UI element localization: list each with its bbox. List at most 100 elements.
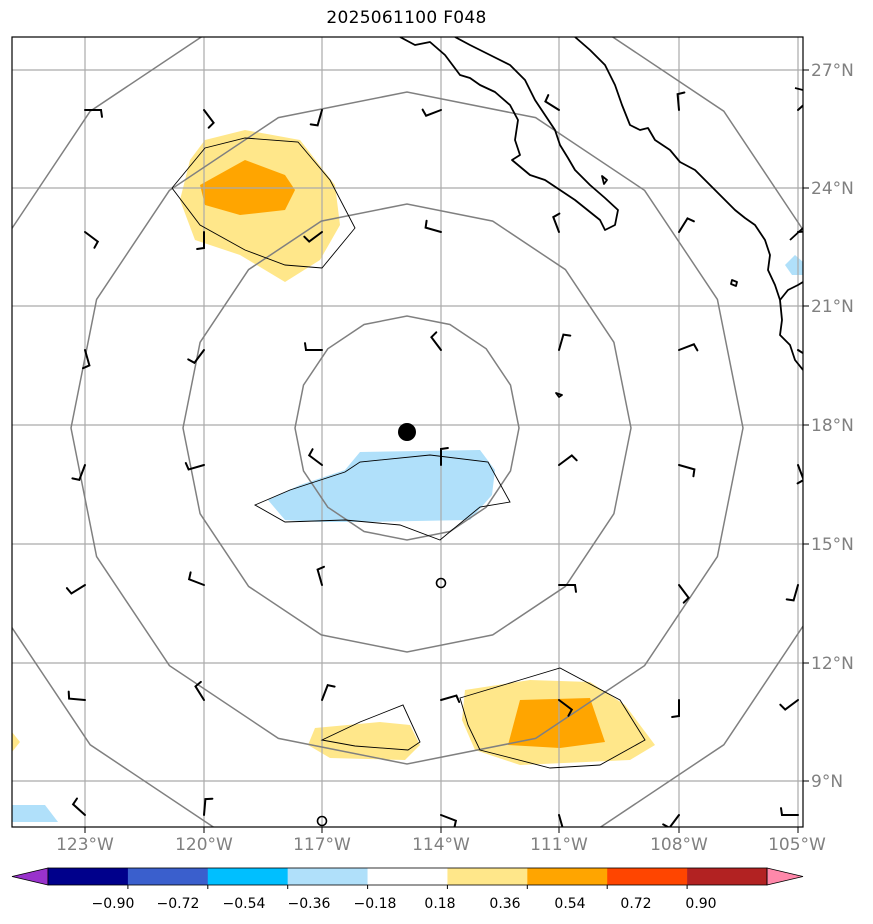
wind-barb bbox=[84, 231, 100, 249]
axis-ticks bbox=[84, 69, 809, 833]
wind-barb bbox=[309, 109, 323, 127]
map-panel bbox=[12, 37, 803, 827]
wind-barb bbox=[203, 797, 214, 816]
contour-outlines bbox=[171, 137, 646, 769]
wind-barb bbox=[779, 699, 799, 711]
wind-barb bbox=[71, 797, 86, 816]
contour-line bbox=[253, 454, 511, 541]
colorbar-segment bbox=[287, 868, 368, 885]
wind-barb bbox=[430, 331, 442, 351]
lat-tick-label: 9°N bbox=[811, 772, 843, 792]
lat-tick-label: 18°N bbox=[811, 416, 854, 436]
wind-barb bbox=[678, 217, 695, 233]
range-ring bbox=[294, 315, 520, 541]
wind-barb bbox=[678, 343, 699, 352]
colorbar-segment bbox=[447, 868, 528, 885]
shaded-field-layer bbox=[12, 130, 803, 822]
wind-barb bbox=[424, 219, 442, 233]
strong-positive-anomaly-area bbox=[508, 698, 605, 748]
wind-barb bbox=[196, 231, 205, 250]
lon-tick-label: 111°W bbox=[530, 835, 588, 855]
colorbar-tick-label: 0.72 bbox=[620, 896, 651, 912]
contour-line bbox=[171, 137, 356, 269]
colorbar-extend-low bbox=[11, 867, 49, 886]
colorbar-tick-label: −0.90 bbox=[92, 896, 135, 912]
colorbar bbox=[11, 867, 804, 889]
colorbar-labels: −0.90 −0.72 −0.54 −0.36 −0.18 0.18 0.36 … bbox=[92, 896, 717, 912]
negative-anomaly-area bbox=[268, 450, 495, 522]
wind-barb bbox=[676, 91, 686, 111]
lat-tick-label: 21°N bbox=[811, 297, 854, 317]
contour-line bbox=[320, 704, 421, 751]
mainland-mexico-coast bbox=[574, 37, 803, 371]
lat-tick-label: 15°N bbox=[811, 535, 854, 555]
calm-wind-marker bbox=[435, 577, 447, 589]
wind-barb bbox=[303, 231, 323, 243]
island bbox=[555, 392, 563, 398]
wind-barb bbox=[678, 464, 696, 478]
range-ring bbox=[182, 203, 632, 653]
coast-inlet bbox=[779, 281, 803, 301]
coast-fragment bbox=[794, 87, 803, 91]
lat-tick-label: 27°N bbox=[811, 61, 854, 81]
wind-barbs bbox=[65, 91, 803, 827]
wind-barb bbox=[797, 349, 803, 355]
wind-barb bbox=[307, 448, 323, 466]
negative-anomaly-area bbox=[785, 255, 803, 275]
island bbox=[730, 279, 738, 287]
wind-barb bbox=[797, 230, 803, 233]
wind-barb bbox=[558, 699, 574, 717]
colorbar-tick-label: −0.36 bbox=[288, 896, 331, 912]
colorbar-segment bbox=[367, 868, 448, 885]
lon-tick-label: 105°W bbox=[768, 835, 826, 855]
wind-barb bbox=[780, 807, 799, 816]
wind-barb bbox=[187, 349, 205, 365]
colorbar-tick-label: −0.18 bbox=[354, 896, 397, 912]
lon-tick-label: 117°W bbox=[293, 835, 351, 855]
colorbar-segment bbox=[48, 868, 129, 885]
lon-tick-label: 120°W bbox=[175, 835, 233, 855]
colorbar-tick-label: −0.54 bbox=[223, 896, 266, 912]
wind-barb bbox=[421, 108, 442, 117]
wind-barb bbox=[785, 584, 799, 602]
wind-barb bbox=[203, 109, 215, 129]
colorbar-outline bbox=[47, 867, 768, 886]
lon-tick-label: 108°W bbox=[650, 835, 708, 855]
wind-barb bbox=[184, 462, 205, 471]
wind-barb bbox=[65, 584, 86, 595]
colorbar-tick-label: −0.72 bbox=[157, 896, 200, 912]
positive-anomaly-area bbox=[12, 732, 20, 752]
coastline bbox=[399, 37, 803, 398]
range-rings bbox=[12, 37, 803, 827]
wind-barb bbox=[71, 464, 86, 482]
map-title: 2025061100 F048 bbox=[326, 8, 487, 28]
wind-barb bbox=[558, 584, 577, 593]
colorbar-segment bbox=[607, 868, 688, 885]
wind-barb bbox=[662, 814, 680, 827]
longitude-labels: 123°W 120°W 117°W 114°W 111°W 108°W 105°… bbox=[56, 835, 826, 855]
storm-center-marker bbox=[398, 423, 416, 441]
colorbar-segment bbox=[127, 868, 209, 885]
lon-tick-label: 114°W bbox=[412, 835, 470, 855]
wind-barb bbox=[671, 699, 680, 718]
calm-wind-marker bbox=[316, 815, 328, 827]
lat-tick-label: 24°N bbox=[811, 179, 854, 199]
wind-barb bbox=[558, 333, 572, 351]
colorbar-tick-label: 0.90 bbox=[685, 896, 716, 912]
wind-barb bbox=[82, 349, 91, 370]
map-frame bbox=[11, 36, 804, 828]
wind-barb bbox=[321, 683, 336, 701]
wind-barb bbox=[797, 104, 803, 111]
lon-tick-label: 123°W bbox=[56, 835, 114, 855]
colorbar-tick-label: 0.36 bbox=[489, 896, 520, 912]
wind-barb bbox=[440, 814, 458, 827]
colorbar-tick-label: 0.18 bbox=[424, 896, 455, 912]
wind-barb bbox=[440, 694, 461, 703]
wind-barb bbox=[84, 109, 103, 118]
latitude-labels: 27°N 24°N 21°N 18°N 15°N 12°N 9°N bbox=[811, 61, 854, 792]
positive-anomaly-area bbox=[308, 722, 420, 760]
colorbar-extend-high bbox=[766, 867, 804, 886]
wind-barb bbox=[544, 94, 560, 111]
range-ring bbox=[70, 91, 744, 765]
